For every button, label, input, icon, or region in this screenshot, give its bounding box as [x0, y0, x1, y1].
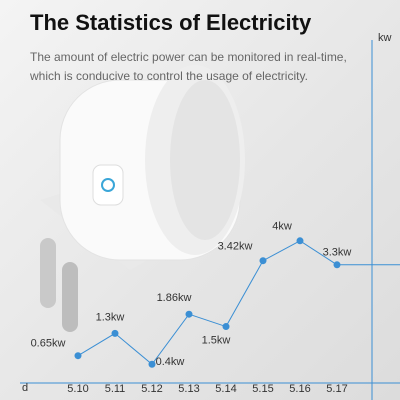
data-point: [74, 352, 82, 360]
data-point: [296, 237, 304, 245]
x-tick-label: 5.13: [178, 383, 199, 395]
value-label: 1.86kw: [157, 292, 192, 304]
value-label: 3.3kw: [323, 247, 352, 259]
x-tick-label: 5.10: [67, 383, 88, 395]
data-point: [333, 261, 341, 269]
value-label: 1.5kw: [202, 334, 231, 346]
data-point: [111, 329, 119, 337]
x-tick-label: 5.12: [141, 383, 162, 395]
x-axis-label: d: [22, 382, 28, 394]
value-label: 3.42kw: [218, 241, 253, 253]
x-tick-label: 5.15: [252, 383, 273, 395]
y-axis-label: kw: [378, 32, 392, 44]
data-point: [185, 310, 193, 318]
value-label: 0.65kw: [31, 338, 66, 350]
subtitle: The amount of electric power can be moni…: [30, 50, 347, 83]
value-label: 4kw: [272, 221, 292, 233]
plug-illustration: [40, 65, 245, 332]
data-point: [148, 360, 156, 368]
data-line: [77, 240, 338, 366]
data-point: [222, 323, 230, 331]
title: The Statistics of Electricity: [30, 10, 312, 35]
x-tick-label: 5.11: [105, 383, 126, 395]
data-point: [259, 257, 267, 265]
x-tick-label: 5.16: [289, 383, 310, 395]
x-tick-label: 5.17: [326, 383, 347, 395]
x-tick-label: 5.14: [215, 383, 236, 395]
value-label: 1.3kw: [96, 311, 125, 323]
value-label: 0.4kw: [156, 356, 185, 368]
